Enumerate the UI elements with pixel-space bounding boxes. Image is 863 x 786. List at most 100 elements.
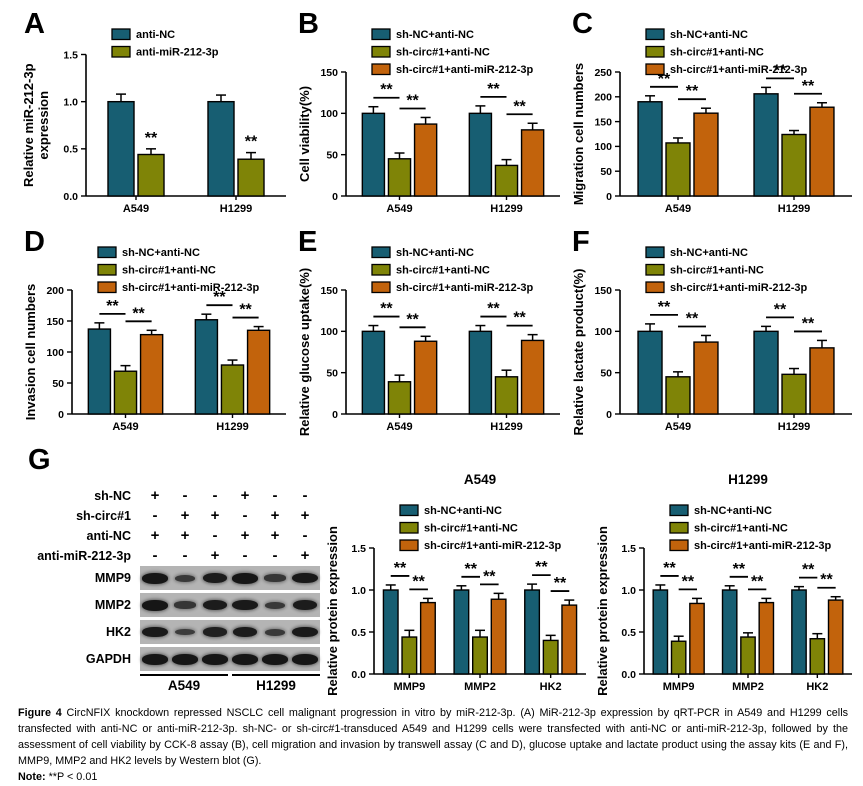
bar-sh-NC+anti-NC-A549 (87, 328, 112, 415)
legend-label: anti-NC (136, 29, 175, 41)
legend-swatch (645, 63, 665, 76)
chart-chartG1: A549 0.0 0.5 1.0 1.5 Relative protein express… (325, 472, 586, 696)
blot-condition-row: sh-circ#1 - + + - + + (30, 506, 330, 526)
bar-sh-circ#1+anti-miR-212-3p-A549 (413, 340, 438, 415)
legend-label: sh-circ#1+anti-NC (424, 523, 518, 535)
chart-chartF: 0 50 100 150 Relative lactate product(%) A549… (571, 246, 852, 435)
x-tick-label: H1299 (216, 421, 248, 433)
bar-anti-miR-212-3p-H1299 (237, 158, 265, 197)
y-tick-label: 150 (594, 116, 612, 128)
bar-sh-circ#1+anti-NC-MMP2 (740, 636, 756, 675)
bar-sh-NC+anti-NC-H1299 (194, 319, 219, 415)
y-tick-label: 50 (600, 166, 612, 178)
y-tick-label: 0 (606, 191, 612, 203)
chart-chartD: 0 50 100 150 200 Invasion cell numbers A549 H12… (23, 246, 286, 433)
x-tick-label: H1299 (490, 421, 522, 433)
legend-label: sh-NC+anti-NC (694, 505, 772, 517)
invasion-chart: 0 50 100 150 200 Invasion cell numbers A549 H12… (20, 226, 294, 438)
legend-label: sh-circ#1+anti-miR-212-3p (122, 282, 260, 294)
chart-chartG2: H1299 0.0 0.5 1.0 1.5 Relative protein expres… (595, 472, 852, 696)
blot-group-a549: A549 (140, 674, 228, 693)
sig-stars: ** (554, 575, 567, 592)
sig-stars: ** (106, 298, 119, 315)
blot-band (142, 626, 168, 638)
blot-lane (260, 574, 290, 582)
legend-swatch (111, 45, 131, 58)
y-axis-label: Relative protein expression (595, 526, 610, 696)
blot-band (292, 653, 318, 665)
sig-stars: ** (658, 299, 671, 316)
blot-lane (260, 628, 290, 636)
blot-lane (230, 653, 260, 665)
blot-sign: + (300, 507, 310, 524)
sig-stars: ** (380, 82, 393, 99)
blot-band (232, 626, 258, 638)
cell-viability-chart: 0 50 100 150 Cell viability(%) A549 H1299 ** ** *… (294, 8, 568, 220)
y-tick-label: 150 (46, 316, 64, 328)
x-tick-label: A549 (123, 203, 149, 215)
bar-sh-circ#1+anti-NC-H1299 (494, 164, 519, 197)
y-tick-label: 50 (326, 367, 338, 379)
y-tick-label: 100 (46, 347, 64, 359)
bar-sh-circ#1+anti-miR-212-3p-A549 (413, 123, 438, 197)
blot-condition-label: sh-NC (94, 489, 131, 503)
x-tick-label: H1299 (778, 421, 810, 433)
bar-sh-circ#1+anti-NC-HK2 (809, 638, 826, 675)
y-axis-label: Relative glucose uptake(%) (297, 268, 312, 436)
x-tick-label: A549 (665, 203, 691, 215)
y-axis-label: expression (36, 91, 51, 160)
legend-swatch (645, 45, 665, 58)
chart-chartE: 0 50 100 150 Relative glucose uptake(%) A549 H… (297, 246, 560, 436)
blot-sign: - (272, 487, 278, 504)
bar-sh-NC+anti-NC-A549 (637, 330, 663, 415)
sig-stars: ** (213, 289, 226, 306)
blot-lane (290, 626, 320, 638)
blot-band-row: HK2 (30, 620, 330, 644)
legend-swatch (399, 521, 419, 534)
blot-lane (290, 572, 320, 584)
x-tick-label: H1299 (490, 203, 522, 215)
y-axis-label: Relative protein expression (325, 526, 340, 696)
caption-text: Figure 4 CircNFIX knockdown repressed NS… (18, 707, 849, 767)
legend-swatch (399, 539, 419, 552)
western-blot: sh-NC + - - + - - sh-circ#1- + + - + + anti-NC + + - + + - a… (30, 486, 330, 698)
blot-lane (140, 653, 170, 665)
y-tick-label: 150 (320, 285, 338, 297)
blot-band (202, 572, 228, 584)
bar-sh-NC+anti-NC-A549 (361, 330, 386, 415)
blot-lane (200, 572, 230, 584)
sig-stars: ** (682, 573, 695, 590)
panel-a-label: A (24, 8, 45, 40)
bar-sh-circ#1+anti-NC-MMP2 (471, 636, 489, 675)
blot-sign: + (180, 527, 190, 544)
blot-condition-label: anti-miR-212-3p (37, 549, 131, 563)
y-axis-label: Relative miR-212-3p (21, 63, 36, 187)
blot-band (142, 653, 168, 665)
sig-stars: ** (487, 81, 500, 98)
blot-sign: - (302, 527, 308, 544)
y-tick-label: 150 (594, 285, 612, 297)
legend-swatch (371, 263, 391, 276)
bar-sh-circ#1+anti-miR-212-3p-HK2 (827, 599, 844, 675)
blot-sign: + (180, 507, 190, 524)
panel-f: F 0 50 100 150 Relative lactate product(%) A5… (568, 226, 860, 438)
y-tick-label: 0.5 (63, 144, 78, 156)
blot-band (264, 601, 286, 609)
y-tick-label: 0 (332, 191, 338, 203)
panel-g-label: G (28, 444, 51, 476)
legend-swatch (371, 28, 391, 41)
bar-sh-circ#1+anti-NC-A549 (665, 376, 691, 415)
blot-sign: + (150, 487, 160, 504)
legend-swatch (97, 281, 117, 294)
bar-sh-circ#1+anti-miR-212-3p-MMP2 (490, 598, 507, 675)
legend-label: anti-miR-212-3p (136, 47, 219, 59)
caption-figure-label: Figure 4 (18, 707, 62, 719)
blot-band-label: MMP9 (94, 571, 131, 585)
blot-sign-cells: + + - + + - (140, 526, 320, 546)
legend-swatch (645, 263, 665, 276)
legend-label: sh-circ#1+anti-NC (670, 265, 764, 277)
legend-label: sh-circ#1+anti-NC (396, 47, 490, 59)
legend-swatch (371, 246, 391, 259)
blot-band-label: GAPDH (85, 652, 131, 666)
blot-band (292, 626, 318, 638)
